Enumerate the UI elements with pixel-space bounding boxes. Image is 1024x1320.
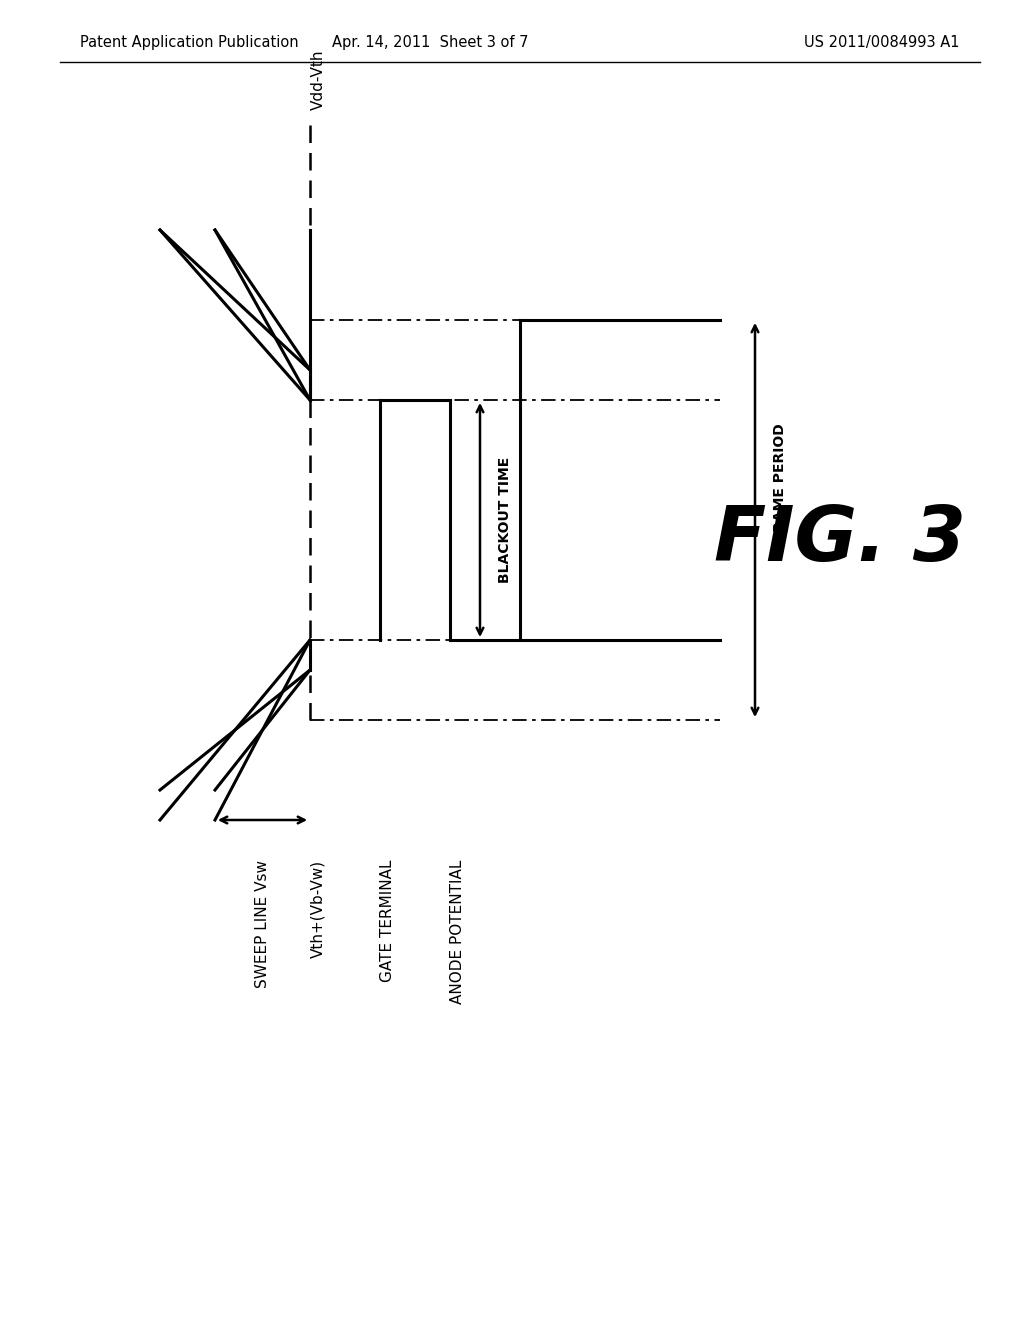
Text: Vth+(Vb-Vw): Vth+(Vb-Vw) [310,861,326,958]
Text: FIG. 3: FIG. 3 [714,503,966,577]
Text: Vdd-Vth: Vdd-Vth [310,49,326,110]
Text: ANODE POTENTIAL: ANODE POTENTIAL [451,861,466,1005]
Text: 1 FRAME PERIOD: 1 FRAME PERIOD [773,424,787,556]
Text: GATE TERMINAL: GATE TERMINAL [381,861,395,982]
Text: Apr. 14, 2011  Sheet 3 of 7: Apr. 14, 2011 Sheet 3 of 7 [332,36,528,50]
Text: SWEEP LINE Vsw: SWEEP LINE Vsw [255,861,270,987]
Text: US 2011/0084993 A1: US 2011/0084993 A1 [805,36,961,50]
Text: Patent Application Publication: Patent Application Publication [80,36,299,50]
Text: BLACKOUT TIME: BLACKOUT TIME [498,457,512,583]
